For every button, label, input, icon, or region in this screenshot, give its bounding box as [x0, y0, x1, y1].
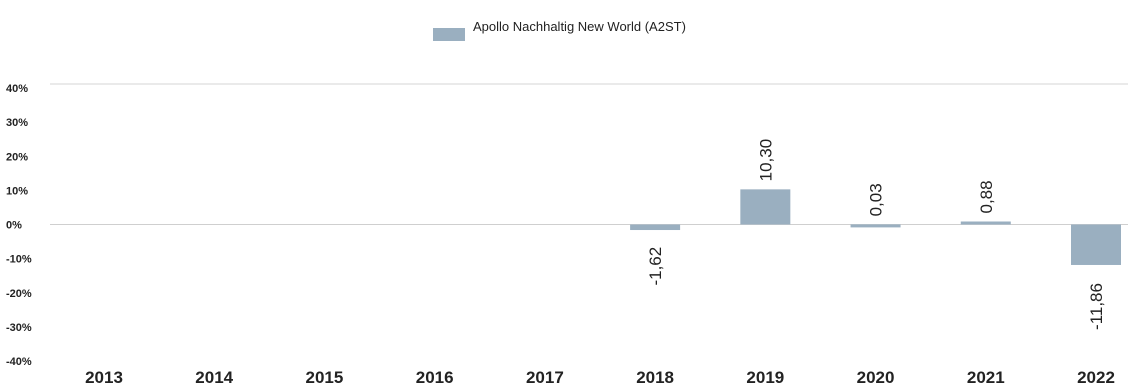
y-tick-label: 30% — [6, 117, 28, 129]
bar — [630, 224, 681, 231]
data-label: 0,88 — [977, 180, 996, 213]
y-tick-label: -20% — [6, 288, 32, 300]
y-tick-label: -30% — [6, 322, 32, 334]
y-tick-label: -10% — [6, 254, 32, 266]
x-tick-label: 2016 — [416, 368, 454, 387]
x-tick-label: 2019 — [746, 368, 784, 387]
bar — [740, 189, 791, 225]
legend-label: Apollo Nachhaltig New World (A2ST) — [473, 19, 686, 34]
x-tick-label: 2017 — [526, 368, 564, 387]
x-tick-label: 2022 — [1077, 368, 1115, 387]
bar — [960, 221, 1011, 225]
x-tick-label: 2018 — [636, 368, 674, 387]
y-tick-label: 40% — [6, 83, 28, 95]
x-tick-label: 2020 — [857, 368, 895, 387]
x-tick-label: 2021 — [967, 368, 1005, 387]
data-label: -11,86 — [1087, 283, 1106, 330]
bar — [1071, 224, 1121, 265]
x-tick-label: 2015 — [306, 368, 344, 387]
y-tick-label: 20% — [6, 151, 28, 163]
x-tick-label: 2013 — [85, 368, 123, 387]
data-label: -1,62 — [646, 247, 665, 286]
y-tick-label: 10% — [6, 185, 28, 197]
legend-swatch — [433, 28, 465, 41]
x-tick-label: 2014 — [195, 368, 233, 387]
data-label: 0,03 — [867, 183, 886, 216]
data-label: 10,30 — [756, 139, 775, 182]
y-tick-label: -40% — [6, 356, 32, 368]
bar — [850, 224, 901, 228]
legend: Apollo Nachhaltig New World (A2ST) — [433, 20, 713, 41]
y-tick-label: 0% — [6, 220, 22, 232]
